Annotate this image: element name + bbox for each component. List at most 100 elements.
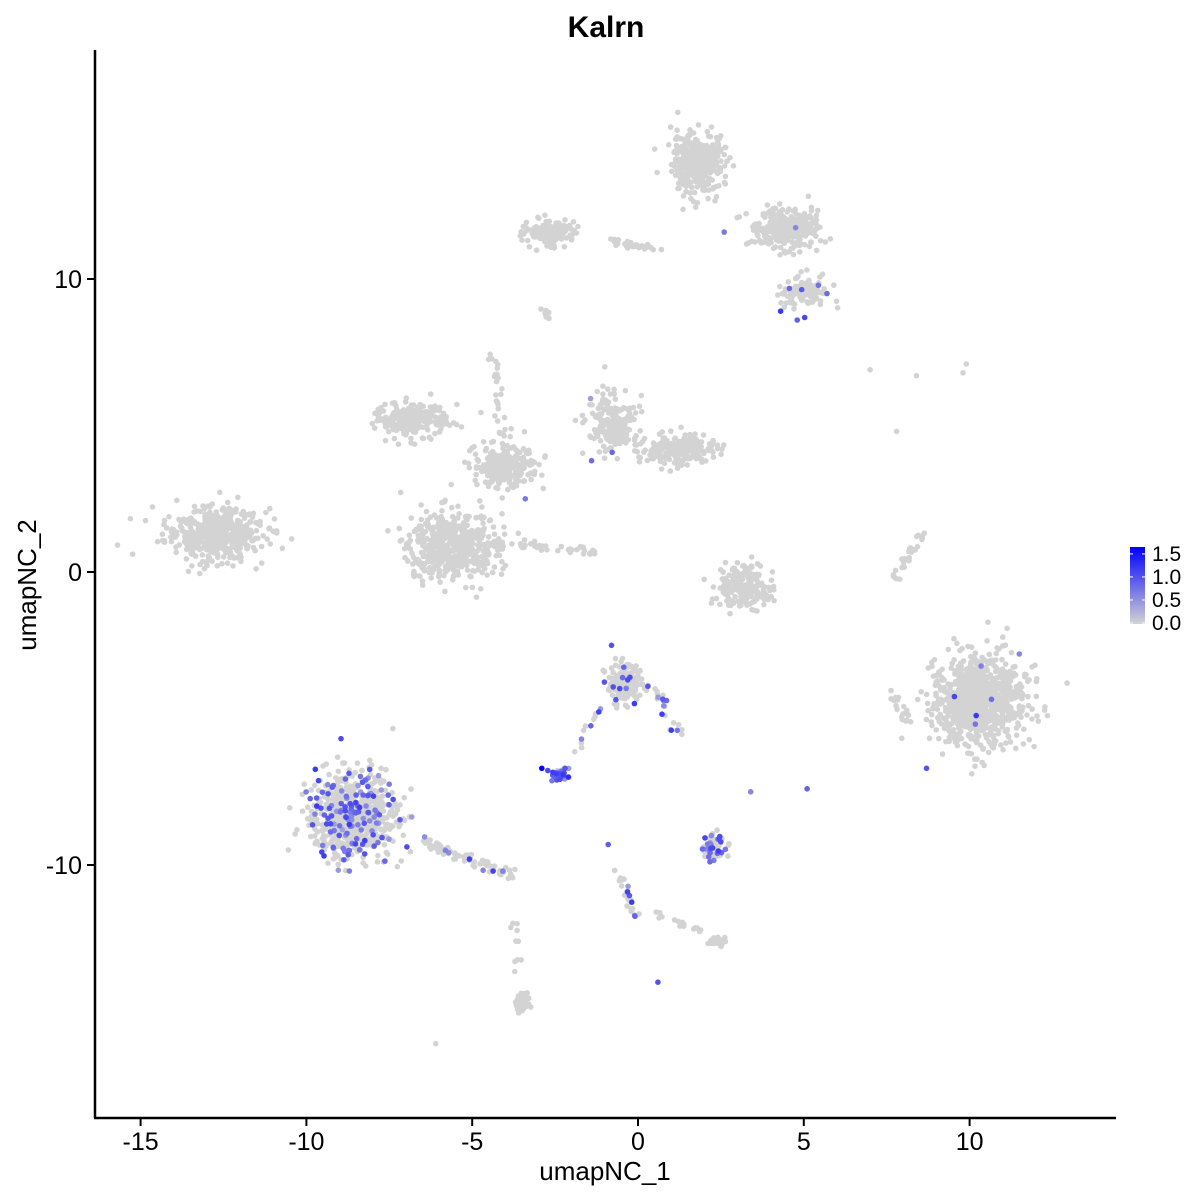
cell-point <box>667 124 674 130</box>
cell-point <box>271 516 278 522</box>
cell-point <box>923 716 930 723</box>
cell-point <box>224 560 231 566</box>
cell-point <box>250 544 257 551</box>
cell-point <box>198 545 205 552</box>
cell-point <box>201 565 208 572</box>
cell-point <box>713 595 720 602</box>
cell-point <box>419 424 426 431</box>
cell-point <box>527 1004 534 1010</box>
cell-point <box>233 509 239 515</box>
cell-point <box>687 132 693 138</box>
cell-point <box>985 619 991 625</box>
cell-point <box>494 399 501 406</box>
cell-point <box>957 698 964 705</box>
cell-point <box>397 420 403 427</box>
cell-point <box>914 696 921 703</box>
cell-point <box>215 545 221 552</box>
cell-point <box>674 445 681 452</box>
cell-point <box>452 537 459 543</box>
cell-point <box>692 442 699 449</box>
cell-point <box>405 408 412 415</box>
cell-point <box>473 554 480 560</box>
cell-point <box>499 546 506 552</box>
cell-point <box>428 575 435 581</box>
cell-point <box>472 535 479 541</box>
cell-point <box>308 787 315 793</box>
cell-point <box>523 993 529 1000</box>
cell-point <box>314 829 321 835</box>
cell-point <box>535 214 541 221</box>
cell-point <box>429 411 435 417</box>
cell-point <box>1010 664 1016 670</box>
cell-point <box>481 462 487 468</box>
cell-point <box>330 795 336 802</box>
cell-point <box>415 561 422 567</box>
cell-point <box>949 708 956 715</box>
cell-point <box>442 497 448 504</box>
cell-point <box>498 571 505 578</box>
cell-point <box>407 849 414 855</box>
cell-point <box>320 832 327 839</box>
cell-point <box>417 415 423 421</box>
cell-point <box>608 408 615 414</box>
cell-point <box>691 173 697 180</box>
cell-point <box>544 232 550 238</box>
cell-point <box>285 847 292 853</box>
cell-point <box>972 763 978 769</box>
cell-point <box>191 509 197 515</box>
cell-point <box>544 547 550 553</box>
cell-point <box>462 513 469 520</box>
cell-point <box>436 569 443 576</box>
cell-point <box>609 438 615 444</box>
cell-point <box>222 508 228 515</box>
cell-point <box>161 539 168 545</box>
cell-point <box>420 553 427 560</box>
cell-point <box>439 553 446 560</box>
cell-point <box>622 702 629 709</box>
cell-point <box>526 244 533 250</box>
cell-point <box>475 458 482 464</box>
cell-point <box>683 178 690 185</box>
cell-point <box>580 419 586 426</box>
cell-point <box>502 460 508 466</box>
cell-point <box>1009 715 1015 721</box>
cell-point <box>521 428 528 435</box>
cell-point <box>777 283 783 290</box>
cell-point <box>736 214 743 220</box>
cell-point <box>558 543 565 550</box>
cell-point <box>466 529 472 536</box>
cell-point <box>159 531 166 537</box>
cell-point <box>1035 718 1042 724</box>
cell-point <box>1024 712 1030 718</box>
cell-point <box>426 434 433 441</box>
cell-point <box>959 711 966 717</box>
cell-point <box>398 408 405 415</box>
cell-point <box>185 568 192 575</box>
cell-point <box>184 521 191 527</box>
cell-point <box>751 607 757 614</box>
cell-point <box>163 525 170 531</box>
cell-point <box>951 635 957 642</box>
cell-point <box>389 809 395 815</box>
cell-point <box>722 559 729 566</box>
cell-point <box>780 226 787 232</box>
cell-point <box>427 537 434 544</box>
cell-point <box>771 225 778 232</box>
cell-point <box>191 503 198 510</box>
cell-point <box>288 536 295 542</box>
cell-point <box>983 695 990 701</box>
cell-point <box>385 528 391 534</box>
cell-point <box>397 802 403 808</box>
cell-point <box>751 575 757 582</box>
cell-point <box>427 542 434 549</box>
cell-point <box>187 525 194 531</box>
cell-point <box>168 538 175 545</box>
cell-point <box>490 524 497 530</box>
cell-point <box>412 572 419 579</box>
cell-point <box>473 471 480 478</box>
cell-point <box>507 433 513 440</box>
cell-point <box>992 720 998 727</box>
cell-point <box>972 650 979 656</box>
cell-point <box>632 687 639 694</box>
cell-point <box>161 517 168 524</box>
